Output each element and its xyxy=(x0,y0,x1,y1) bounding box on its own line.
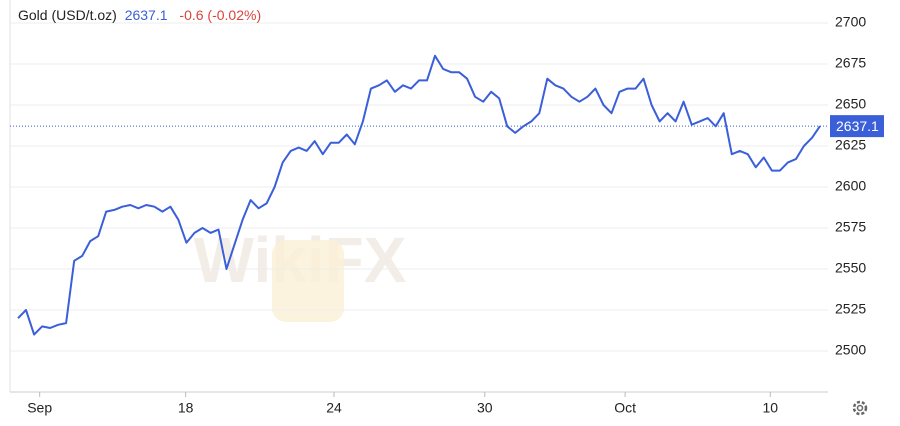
grid xyxy=(10,22,828,352)
header: Gold (USD/t.oz) 2637.1 -0.6 (-0.02%) xyxy=(18,7,261,23)
watermark-logo xyxy=(272,240,344,322)
y-tick-label: 2700 xyxy=(835,14,866,30)
y-tick-label: 2650 xyxy=(835,96,866,112)
x-tick-label: 10 xyxy=(762,400,778,416)
last-price-label: 2637.1 xyxy=(836,118,879,134)
y-tick-label: 2525 xyxy=(835,301,866,317)
price-change: -0.6 (-0.02%) xyxy=(179,7,261,23)
y-tick-label: 2675 xyxy=(835,55,866,71)
x-tick-label: 30 xyxy=(477,400,493,416)
y-tick-label: 2575 xyxy=(835,219,866,235)
y-tick-label: 2550 xyxy=(835,260,866,276)
x-tick-label: 18 xyxy=(178,400,194,416)
y-tick-label: 2500 xyxy=(835,342,866,358)
last-price-box xyxy=(830,115,884,138)
price-line xyxy=(17,54,821,336)
x-tick-label: Oct xyxy=(614,400,636,416)
last-price: 2637.1 xyxy=(125,7,168,23)
chart-title: Gold (USD/t.oz) xyxy=(18,7,117,23)
x-tick-label: 24 xyxy=(326,400,342,416)
y-tick-label: 2625 xyxy=(835,137,866,153)
settings-icon[interactable] xyxy=(852,400,868,416)
y-tick-label: 2600 xyxy=(835,178,866,194)
x-tick-label: Sep xyxy=(27,400,52,416)
